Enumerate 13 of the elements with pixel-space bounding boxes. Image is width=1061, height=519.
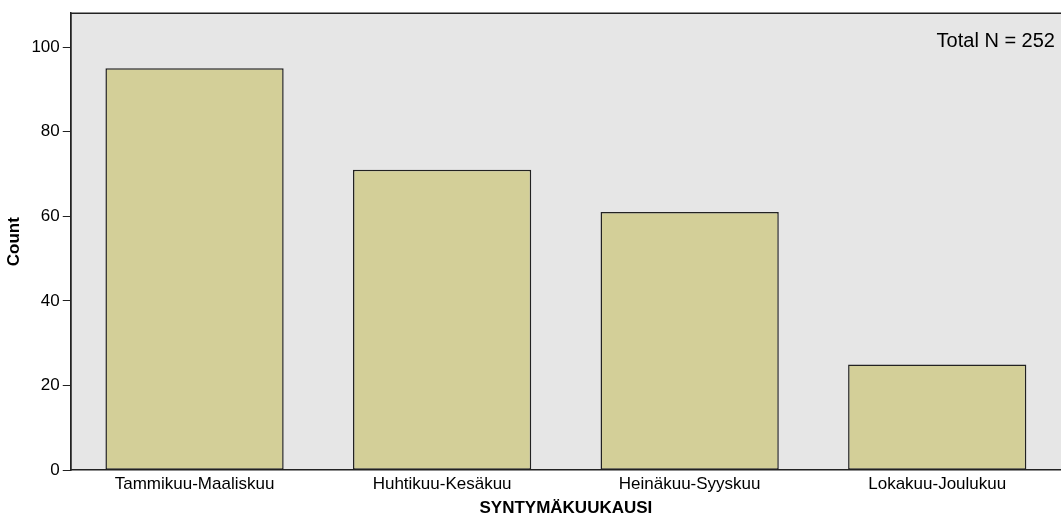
y-tick-label: 100 xyxy=(31,36,60,56)
y-tick-label: 60 xyxy=(40,206,60,225)
y-tick-label: 80 xyxy=(40,121,60,141)
y-tick-label: 40 xyxy=(40,290,60,310)
x-tick-label: Heinäkuu-Syyskuu xyxy=(618,474,761,494)
x-tick-label: Tammikuu-Maaliskuu xyxy=(114,474,275,494)
x-tick-label: Huhtikuu-Kesäkuu xyxy=(372,474,512,494)
y-tick-label: 20 xyxy=(40,375,60,395)
y-tick-label: 0 xyxy=(50,459,60,479)
y-axis-title: Count xyxy=(3,216,23,267)
x-axis-title: SYNTYMÄKUUKAUSI xyxy=(479,498,653,518)
annotation: Total N = 252 xyxy=(936,28,1055,51)
x-tick-label: Lokakuu-Joulukuu xyxy=(868,474,1007,494)
